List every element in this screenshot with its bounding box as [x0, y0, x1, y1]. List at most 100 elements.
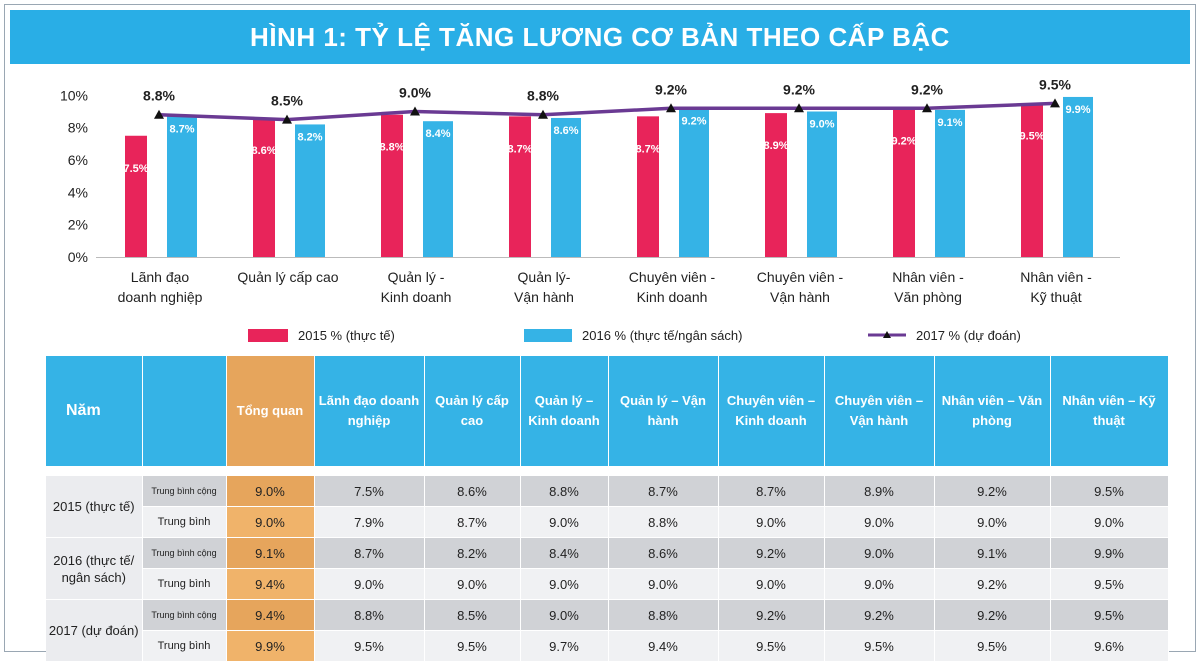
value-cell: 9.0%: [424, 568, 521, 600]
bar-2015-label: 8.7%: [507, 143, 532, 155]
bar-2016: [167, 116, 197, 257]
value-cell: 9.0%: [934, 506, 1051, 538]
value-cell: 8.4%: [520, 537, 609, 569]
table-header-cell: Nhân viên – Kỹ thuật: [1050, 356, 1169, 466]
value-cell: 8.8%: [314, 599, 425, 631]
series-2017-marker: [666, 103, 676, 113]
stat-cell: Trung bình: [142, 568, 227, 600]
value-cell: 9.2%: [718, 599, 825, 631]
category-label: Nhân viên - Văn phòng: [892, 269, 964, 305]
year-cell: 2015 (thực tế): [46, 476, 143, 538]
bar-2016: [935, 109, 965, 257]
value-cell: 9.0%: [520, 568, 609, 600]
table-header-cell: [142, 356, 227, 466]
stat-cell: Trung bình cộng: [142, 476, 227, 507]
table-header-row: Năm Tổng quan Lãnh đạo doanh nghiệp Quản lý…: [46, 356, 1169, 466]
value-cell: 8.6%: [608, 537, 719, 569]
category-label-line: Quản lý -: [388, 269, 445, 285]
series-2017-marker: [922, 103, 932, 113]
y-tick-label: 4%: [68, 184, 88, 200]
category-label: Chuyên viên - Vận hành: [757, 269, 844, 305]
bar-2015-label: 9.2%: [891, 135, 916, 147]
category-label-line: Kỹ thuật: [1030, 289, 1081, 305]
series-2017-label: 8.5%: [271, 93, 303, 109]
legend-swatch: [524, 329, 572, 342]
value-cell: 9.0%: [824, 537, 935, 569]
bar-2015-label: 8.8%: [379, 142, 404, 154]
bar-2016-label: 8.7%: [169, 123, 194, 135]
series-2017-label: 9.2%: [655, 81, 687, 97]
value-cell: 9.7%: [520, 630, 609, 662]
value-cell: 8.8%: [608, 506, 719, 538]
category-label-line: Lãnh đạo: [131, 269, 190, 285]
value-cell: 8.8%: [520, 476, 609, 507]
category-label: Nhân viên - Kỹ thuật: [1020, 269, 1092, 305]
value-cell: 8.2%: [424, 537, 521, 569]
table-row: 2016 (thực tế/ ngân sách) Trung bình cộng…: [46, 537, 1169, 600]
bar-2016-label: 8.6%: [553, 125, 578, 137]
table-body: 2015 (thực tế) Trung bình cộng 9.0% 7.5% 8.6…: [46, 466, 1169, 662]
category-label-line: Văn phòng: [894, 289, 962, 305]
value-cell: 9.2%: [934, 599, 1051, 631]
value-cell: 9.6%: [1050, 630, 1169, 662]
value-cell: 9.2%: [934, 568, 1051, 600]
stat-cell: Trung bình: [142, 506, 227, 538]
legend-label: 2017 % (dự đoán): [916, 328, 1021, 343]
series-2017-label: 9.2%: [783, 81, 815, 97]
y-tick-label: 2%: [68, 217, 88, 233]
legend-marker: [883, 331, 891, 338]
value-cell: 9.5%: [1050, 476, 1169, 507]
value-cell: 8.7%: [718, 476, 825, 507]
category-label-line: Kinh doanh: [381, 289, 452, 305]
bar-2015: [893, 108, 915, 258]
value-cell: 9.5%: [718, 630, 825, 662]
value-cell: 8.6%: [424, 476, 521, 507]
stat-cell: Trung bình: [142, 630, 227, 662]
overall-value-cell: 9.1%: [226, 537, 315, 569]
value-cell: 9.4%: [608, 630, 719, 662]
table-header-cell: Chuyên viên – Vận hành: [824, 356, 935, 466]
value-cell: 9.2%: [718, 537, 825, 569]
category-label: Quản lý - Kinh doanh: [381, 269, 452, 305]
table-row: Trung bình 9.4% 9.0% 9.0% 9.0% 9.0% 9.0% 9.0% 9.…: [46, 568, 1169, 600]
series-2017-label: 9.2%: [911, 81, 943, 97]
category-label: Quản lý- Vận hành: [514, 269, 574, 305]
series-2017-marker: [282, 114, 292, 124]
stat-cell: Trung bình cộng: [142, 537, 227, 569]
series-2017-marker: [1050, 98, 1060, 108]
bar-2015-label: 8.7%: [635, 143, 660, 155]
category-label-line: doanh nghiệp: [118, 289, 203, 305]
bar-2015-label: 8.6%: [251, 145, 276, 157]
bar-2016-label: 9.2%: [681, 115, 706, 127]
bar-2016-label: 9.0%: [809, 119, 834, 131]
table-spacer-cell: [46, 466, 1168, 476]
bar-2016-label: 9.9%: [1065, 104, 1090, 116]
value-cell: 9.0%: [608, 568, 719, 600]
table-header-cell: Tổng quan: [226, 356, 315, 466]
series-2017-marker: [538, 109, 548, 119]
series-2017-marker: [154, 109, 164, 119]
series-2017-marker: [410, 106, 420, 116]
table-header-cell: Lãnh đạo doanh nghiệp: [314, 356, 425, 466]
legend-swatch: [248, 329, 288, 342]
series-2017-label: 8.8%: [143, 88, 175, 104]
year-cell: 2017 (dự đoán): [46, 599, 143, 662]
figure-title: HÌNH 1: TỶ LỆ TĂNG LƯƠNG CƠ BẢN THEO CẤP…: [10, 10, 1190, 64]
data-table: Năm Tổng quan Lãnh đạo doanh nghiệp Quản lý…: [46, 356, 1169, 662]
overall-value-cell: 9.0%: [226, 476, 315, 507]
bar-2015: [381, 114, 403, 257]
series-2017-marker: [794, 103, 804, 113]
value-cell: 9.0%: [824, 506, 935, 538]
bar-2015-label: 8.9%: [763, 140, 788, 152]
value-cell: 8.8%: [608, 599, 719, 631]
bar-2015: [637, 116, 659, 257]
table-row: 2017 (dự đoán) Trung bình cộng 9.4% 8.8% 8.5…: [46, 599, 1169, 662]
bar-line-chart: 0% 2% 4% 6% 8% 10% 7.5% 8.7% Lãnh đạo doanh nghiệ…: [60, 76, 1120, 343]
value-cell: 9.5%: [314, 630, 425, 662]
series-2017-label: 9.0%: [399, 85, 431, 101]
value-cell: 9.5%: [1050, 568, 1169, 600]
bar-2016: [551, 117, 581, 257]
value-cell: 9.2%: [824, 599, 935, 631]
series-2017-line: [158, 101, 1056, 122]
bar-2016-label: 8.4%: [425, 128, 450, 140]
